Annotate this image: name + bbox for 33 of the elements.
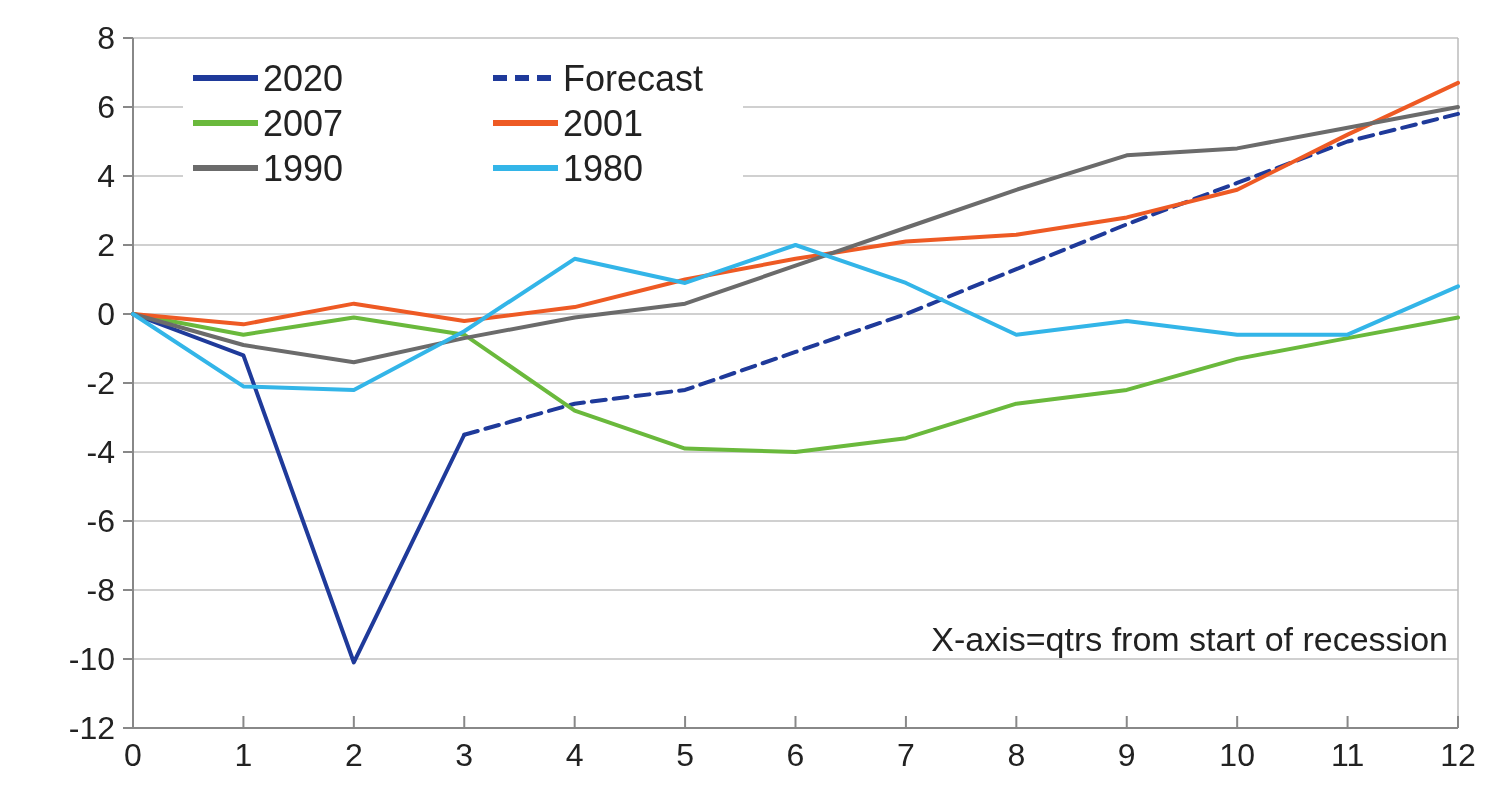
y-tick-label: 6 [97, 89, 115, 126]
line-series [131, 105, 1460, 365]
y-tick-label: 2 [97, 227, 115, 264]
x-tick-label: 8 [1007, 737, 1026, 773]
x-tick-label: 3 [455, 737, 474, 773]
y-tick-label: -8 [86, 572, 115, 609]
y-tick-label: -12 [68, 710, 115, 747]
legend-label: 2001 [563, 102, 644, 144]
y-tick-label: 8 [97, 20, 115, 57]
annotation: X-axis=qtrs from start of recession [931, 620, 1448, 658]
y-tick-label: 4 [97, 158, 115, 195]
x-tick-label: 11 [1330, 737, 1365, 773]
y-tick-label: 0 [97, 296, 115, 333]
x-tick-label: 1 [234, 737, 253, 773]
x-tick-label: 0 [124, 737, 142, 773]
legend-label: Forecast [563, 57, 704, 99]
x-tick-label: 4 [565, 737, 584, 773]
legend-label: 2020 [263, 57, 344, 99]
legend-label: 1990 [263, 147, 344, 189]
x-tick-label: 12 [1440, 737, 1476, 773]
y-tick-label: -4 [86, 434, 115, 471]
x-tick-label: 9 [1117, 737, 1136, 773]
x-tick-label: 6 [786, 737, 805, 773]
x-tick-label: 2 [344, 737, 363, 773]
legend-label: 1980 [563, 147, 644, 189]
y-tick-label: -2 [86, 365, 115, 402]
legend-label: 2007 [263, 102, 344, 144]
y-tick-label: -10 [68, 641, 115, 678]
y-tick-label: -6 [86, 503, 115, 540]
x-tick-label: 10 [1219, 737, 1255, 773]
x-tick-label: 5 [676, 737, 694, 773]
x-tick-label: 7 [897, 737, 915, 773]
line-series [131, 243, 1460, 392]
